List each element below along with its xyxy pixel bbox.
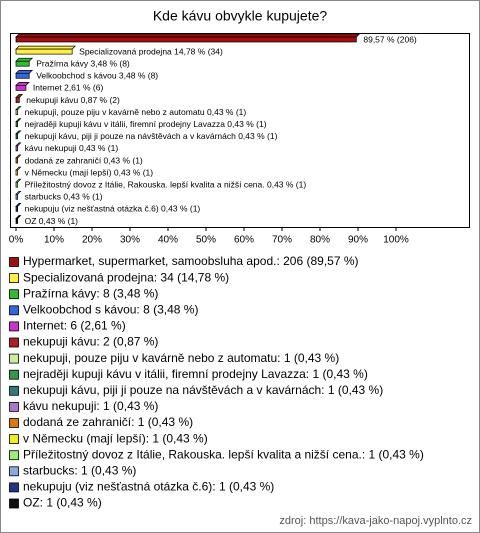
bar: [15, 36, 357, 43]
legend-swatch: [9, 321, 19, 332]
legend-swatch: [9, 434, 19, 445]
bar-label: nekupuji kávu 0,87 % (2): [26, 95, 120, 105]
bar-label: nejraději kupuji kávu v itálii, firemní …: [25, 119, 267, 129]
x-tick-label: 50%: [196, 235, 216, 246]
legend-label: nekupuji kávu: 2 (0,87 %): [23, 335, 158, 349]
legend-swatch: [9, 401, 19, 412]
legend-label: Specializovaná prodejna: 34 (14,78 %): [23, 270, 229, 284]
legend-label: OZ: 1 (0,43 %): [23, 496, 102, 510]
legend-label: dodaná ze zahraničí: 1 (0,43 %): [23, 415, 193, 429]
bar: [15, 97, 20, 103]
bar: [15, 48, 73, 55]
x-tick-label: 0%: [9, 235, 24, 246]
x-tick-label: 40%: [158, 235, 178, 246]
x-tick-label: 20%: [82, 235, 102, 246]
legend-label: Příležitostný dovoz z Itálie, Rakouska. …: [23, 447, 424, 461]
bar-label: Pražírna kávy 3,48 % (8): [36, 58, 130, 68]
legend-swatch: [9, 385, 19, 396]
x-tick-label: 30%: [120, 235, 140, 246]
bar-label: 89,57 % (206): [363, 34, 417, 44]
x-tick-label: 90%: [348, 235, 368, 246]
legend-swatch: [9, 337, 19, 348]
legend-label: starbucks: 1 (0,43 %): [23, 463, 136, 477]
legend-label: Hypermarket, supermarket, samoobsluha ap…: [23, 254, 359, 268]
bar: [15, 60, 30, 67]
legend-swatch: [9, 450, 19, 461]
legend-swatch: [9, 498, 19, 509]
bar-label: Velkoobchod s kávou 3,48 % (8): [36, 71, 158, 81]
legend-swatch: [9, 482, 19, 493]
legend-label: kávu nekupuji: 1 (0,43 %): [23, 399, 158, 413]
legend-label: nekupuji kávu, piji ji pouze na návštěvá…: [23, 383, 383, 397]
legend-label: nekupuji, pouze piju v kavárně nebo z au…: [23, 351, 339, 365]
bar: [15, 145, 18, 152]
source: zdroj: https://kava-jako-napoj.vyplnto.c…: [279, 515, 472, 527]
legend-swatch: [9, 305, 19, 316]
bar-label: dodaná ze zahraničí 0,43 % (1): [25, 155, 143, 165]
bar: [15, 72, 30, 79]
bar-label: nekupuju (viz nešťastná otázka č.6) 0,43…: [25, 204, 201, 214]
legend-label: Internet: 6 (2,61 %): [23, 319, 126, 333]
bar-label: Příležitostný dovoz z Itálie, Rakouska. …: [25, 179, 307, 189]
legend-swatch: [9, 466, 19, 477]
legend-label: nekupuju (viz nešťastná otázka č.6): 1 (…: [23, 480, 274, 494]
legend-swatch: [9, 289, 19, 300]
legend-label: v Německu (mají lepší): 1 (0,43 %): [23, 431, 208, 445]
bar-label: OZ 0,43 % (1): [25, 216, 79, 226]
bar: [15, 169, 18, 176]
bar-label: nekupuji kávu, piji ji pouze na návštěvá…: [25, 131, 278, 141]
legend-swatch: [9, 418, 19, 428]
x-tick-label: 80%: [310, 235, 330, 246]
bar-label: kávu nekupuji 0,43 % (1): [25, 143, 119, 153]
bar-top: [15, 69, 34, 74]
bar: [15, 218, 18, 224]
bar-label: Internet 2,61 % (6): [33, 83, 104, 93]
legend-swatch: [9, 369, 19, 380]
bar-label: starbucks 0,43 % (1): [25, 192, 103, 202]
bar: [15, 133, 18, 140]
bar-top: [15, 57, 34, 62]
bar-label: nekupuji, pouze piju v kavárně nebo z au…: [25, 107, 247, 117]
legend-swatch: [9, 353, 19, 364]
bar: [15, 109, 18, 115]
plot-area: [10, 33, 470, 228]
bar: [15, 121, 18, 128]
bar-label: Specializovaná prodejna 14,78 % (34): [79, 46, 223, 56]
chart-title: Kde kávu obvykle kupujete?: [153, 8, 328, 24]
x-tick-label: 60%: [234, 235, 254, 246]
bar-top: [15, 45, 77, 50]
legend-swatch: [9, 273, 19, 284]
bar: [15, 85, 27, 91]
bar-top: [15, 33, 361, 38]
legend-label: Velkoobchod s kávou: 8 (3,48 %): [23, 302, 198, 316]
legend-swatch: [9, 257, 19, 267]
x-tick-label: 100%: [383, 235, 409, 246]
bar-label: v Německu (mají lepší) 0,43 % (1): [25, 167, 154, 177]
legend-label: nejraději kupuji kávu v itálii, firemní …: [23, 367, 368, 381]
bar: [15, 206, 18, 212]
x-tick-label: 70%: [272, 235, 292, 246]
bar: [15, 157, 18, 164]
legend-label: Pražírna kávy: 8 (3,48 %): [23, 286, 158, 300]
bar: [15, 193, 18, 200]
bar: [15, 181, 18, 188]
x-tick-label: 10%: [44, 235, 64, 246]
